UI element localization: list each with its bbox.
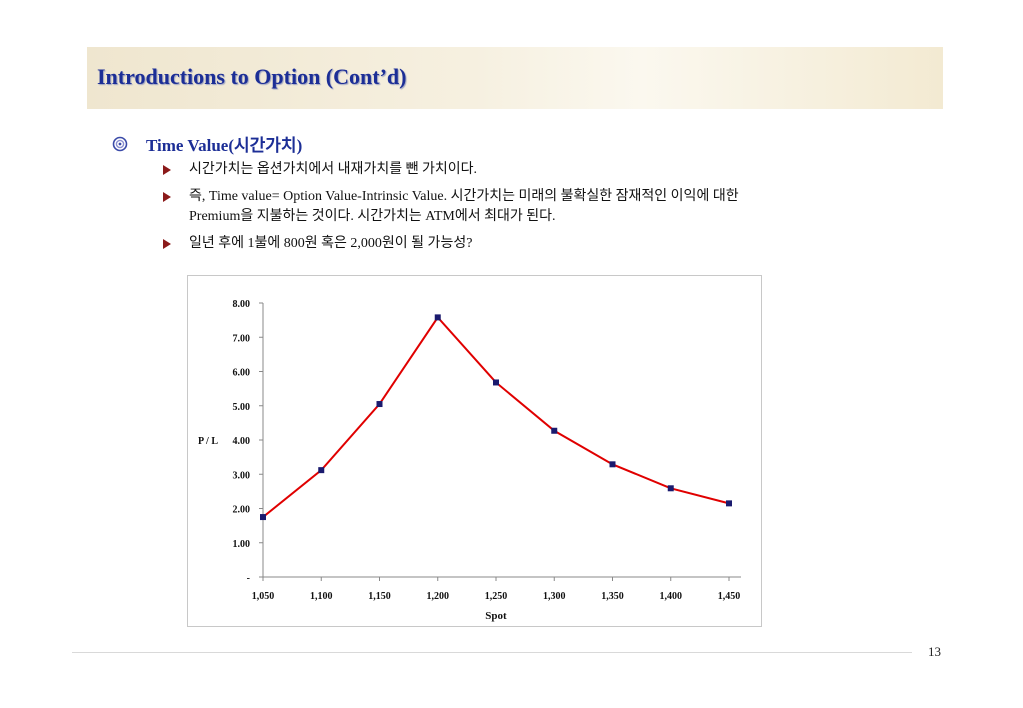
title-bar: Introductions to Option (Cont’d) (87, 47, 943, 109)
y-tick-label: 3.00 (233, 470, 251, 481)
arrow-bullet-icon (163, 239, 171, 249)
y-tick-label: - (247, 573, 250, 584)
x-tick-label: 1,050 (252, 591, 275, 602)
sub-bullet-text: 시간가치는 옵션가치에서 내재가치를 뺀 가치이다. (189, 162, 477, 177)
sub-bullet-text: 일년 후에 1불에 800원 혹은 2,000원이 될 가능성? (189, 236, 473, 251)
x-tick-label: 1,250 (485, 591, 508, 602)
y-axis-label: P / L (198, 436, 218, 447)
line-chart: - 1.00 2.00 3.00 4.00 5.00 6.00 7.00 8.00 1,050 1,… (198, 299, 741, 622)
y-tick-label: 7.00 (233, 333, 251, 344)
y-tick-label: 8.00 (233, 299, 251, 310)
x-axis-label: Spot (485, 610, 507, 622)
swirl-bullet-icon (112, 136, 128, 151)
y-tick-label: 6.00 (233, 368, 251, 379)
series-line (262, 315, 730, 518)
slide-title: Introductions to Option (Cont’d) (97, 64, 407, 89)
y-tick-label: 4.00 (233, 436, 251, 447)
data-point (726, 500, 732, 507)
x-tick-label: 1,450 (718, 591, 741, 602)
data-point (376, 401, 383, 408)
x-tick-label: 1,350 (601, 591, 624, 602)
data-point (318, 467, 325, 474)
data-point (609, 461, 616, 468)
data-point (493, 379, 499, 386)
sub-bullet-text: 즉, Time value= Option Value-Intrinsic Va… (189, 189, 739, 204)
main-bullet-text: Time Value(시간가치) (146, 136, 303, 155)
y-tick-label: 2.00 (233, 505, 251, 516)
y-tick-label: 5.00 (233, 402, 251, 413)
sub-bullet-text: Premium을 지불하는 것이다. 시간가치는 ATM에서 최대가 된다. (189, 209, 556, 224)
x-tick-label: 1,300 (543, 591, 566, 602)
page-number: 13 (928, 644, 941, 659)
data-point (667, 485, 674, 492)
main-bullet: Time Value(시간가치) (112, 131, 302, 156)
data-point (260, 514, 266, 521)
x-tick-label: 1,400 (660, 591, 683, 602)
y-tick-label: 1.00 (233, 539, 251, 550)
data-point (551, 427, 558, 434)
arrow-bullet-icon (163, 192, 171, 202)
arrow-bullet-icon (163, 165, 171, 175)
x-tick-label: 1,150 (368, 591, 391, 602)
x-tick-label: 1,100 (310, 591, 333, 602)
pl-chart: - 1.00 2.00 3.00 4.00 5.00 6.00 7.00 8.00 1,050 1,… (187, 275, 762, 627)
data-point (434, 314, 441, 321)
footer-divider (72, 652, 912, 653)
x-tick-label: 1,200 (427, 591, 450, 602)
